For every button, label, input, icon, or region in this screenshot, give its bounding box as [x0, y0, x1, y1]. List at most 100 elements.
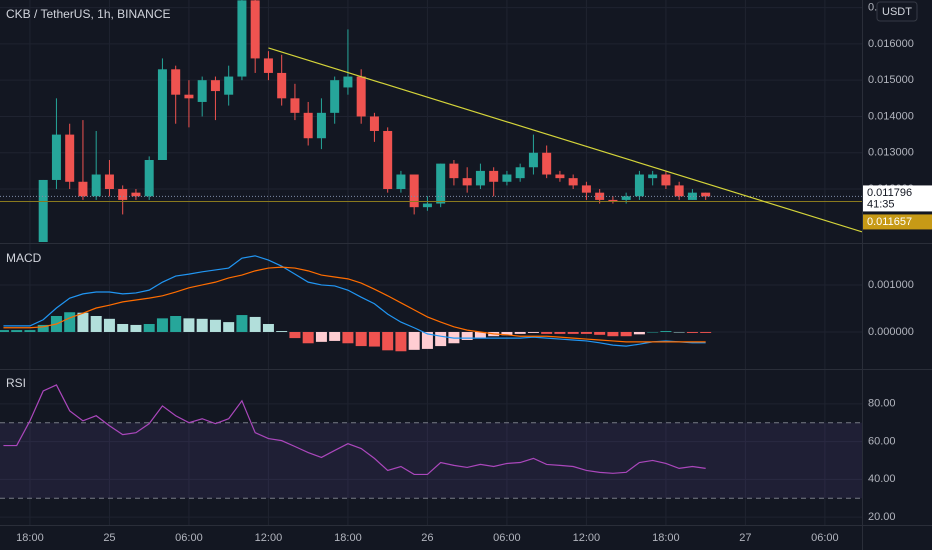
candle-body [118, 189, 128, 200]
histogram-bar [660, 331, 672, 332]
histogram-bar [647, 331, 659, 333]
histogram-bar [501, 331, 513, 336]
candle-body [197, 80, 207, 102]
histogram-bar [368, 331, 380, 347]
histogram-bar [408, 331, 420, 350]
histogram-bar [249, 316, 261, 332]
histogram-bar [156, 318, 168, 332]
histogram-bar [24, 330, 36, 332]
candle-body [343, 76, 353, 88]
histogram-bar [567, 331, 579, 334]
histogram-bar [90, 315, 102, 332]
x-tick-label: 18:00 [334, 532, 362, 544]
x-tick-label: 27 [739, 532, 751, 544]
bar-countdown: 41:35 [867, 198, 895, 210]
pane-title: RSI [6, 376, 26, 390]
histogram-bar [554, 331, 566, 334]
histogram-bar [527, 331, 539, 333]
y-tick-label: 0.014000 [868, 110, 914, 122]
histogram-bar [355, 331, 367, 347]
candle-body [237, 0, 247, 77]
candle-body [104, 174, 114, 190]
candle-body [409, 174, 419, 208]
y-tick-label: 20.00 [868, 511, 896, 523]
histogram-bar [315, 331, 327, 342]
histogram-bar [514, 331, 526, 334]
candle-body [250, 0, 260, 59]
candle-body [78, 181, 88, 197]
rsi-line [3, 384, 706, 476]
histogram-bar [223, 322, 235, 332]
candle-body [383, 130, 393, 190]
y-tick-label: 80.00 [868, 398, 896, 410]
candle-body [449, 163, 459, 179]
candle-body [131, 192, 141, 197]
histogram-bar [236, 315, 248, 332]
histogram-bar [461, 331, 473, 340]
candle-body [661, 174, 671, 186]
pane-title: MACD [6, 251, 42, 265]
candle-body [277, 72, 287, 99]
macd-pane [0, 255, 712, 352]
histogram-bar [395, 331, 407, 352]
candle-body [701, 192, 711, 197]
candle-body [38, 179, 48, 242]
x-tick-label: 25 [103, 532, 115, 544]
candle-body [356, 76, 366, 117]
histogram-bar [0, 330, 9, 332]
candle-body [634, 174, 644, 197]
histogram-bar [673, 331, 685, 333]
histogram-bar [686, 331, 698, 333]
candle-body [184, 94, 194, 99]
histogram-bar [421, 331, 433, 349]
histogram-bar [607, 331, 619, 337]
grid-layer [0, 0, 862, 525]
y-tick-label: 0.001000 [868, 279, 914, 291]
histogram-bar [580, 331, 592, 334]
histogram-bar [262, 323, 274, 332]
histogram-bar [11, 330, 23, 332]
trend-line [268, 47, 862, 233]
histogram-bar [435, 331, 447, 347]
candle-body [555, 174, 565, 179]
candle-body [502, 174, 512, 182]
histogram-bar [209, 319, 221, 332]
y-tick-label: 60.00 [868, 435, 896, 447]
candle-body [475, 170, 485, 186]
candle-body [515, 167, 525, 179]
histogram-bar [64, 312, 76, 332]
candle-body [171, 69, 181, 95]
unit-button-frame[interactable] [876, 1, 918, 22]
unit-button-label[interactable]: USDT [882, 6, 912, 18]
candle-body [396, 174, 406, 190]
candle-body [51, 134, 61, 180]
candle-body [290, 98, 300, 113]
candle-body [436, 163, 446, 204]
histogram-bar [143, 323, 155, 332]
rsi-band [0, 422, 862, 499]
price-label: 0.011796 [867, 187, 912, 199]
candle-body [263, 58, 273, 73]
histogram-bar [594, 331, 606, 335]
candle-body [568, 178, 578, 186]
indicator-line [3, 266, 706, 343]
x-tick-label: 12:00 [255, 532, 283, 544]
candle-body [224, 76, 234, 95]
candle-body [157, 69, 167, 161]
candle-body [369, 116, 379, 131]
histogram-bar [276, 331, 288, 332]
candle-body [330, 80, 340, 113]
price-label-box [863, 185, 932, 212]
candle-body [210, 80, 220, 92]
histogram-bar [196, 318, 208, 332]
x-tick-label: 06:00 [493, 532, 521, 544]
histogram-bar [342, 331, 354, 344]
candle-body [65, 134, 75, 182]
candle-body [621, 196, 631, 200]
candle-body [462, 178, 472, 186]
y-tick-label: 40.00 [868, 473, 896, 485]
unit-button[interactable]: USDT [876, 1, 918, 22]
y-tick-label: 0.000000 [868, 326, 914, 338]
x-tick-label: 18:00 [652, 532, 680, 544]
